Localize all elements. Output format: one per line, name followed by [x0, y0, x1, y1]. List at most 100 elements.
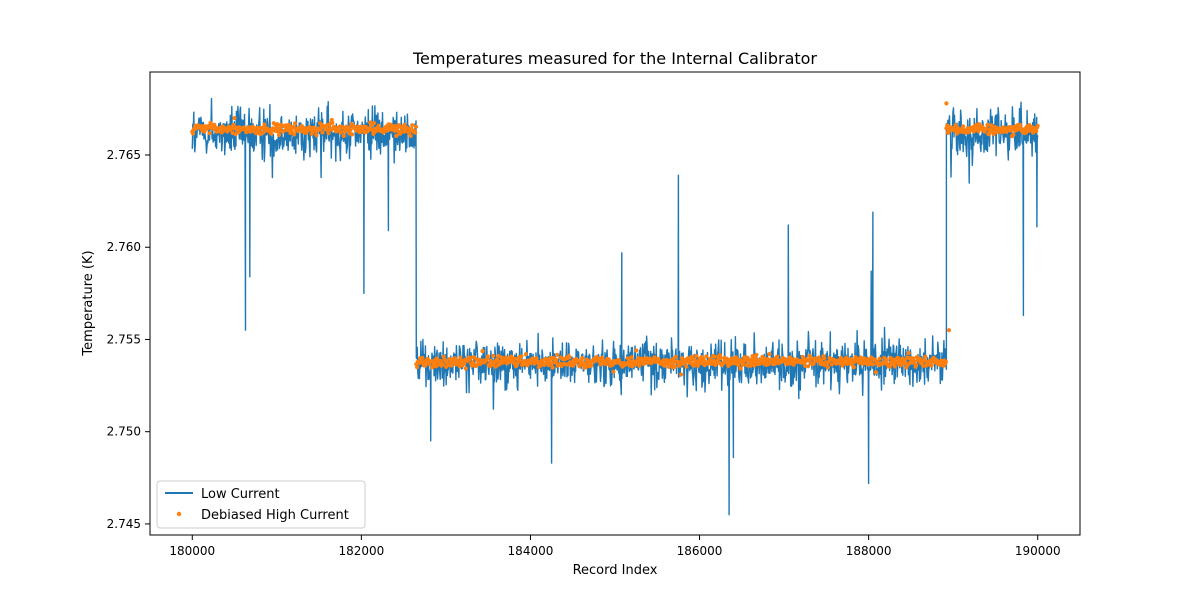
high-current-point [754, 352, 759, 357]
high-current-point [413, 124, 419, 129]
high-current-point [398, 129, 403, 135]
x-tick-label: 186000 [677, 544, 723, 558]
high-current-point [907, 355, 912, 361]
high-current-point [906, 351, 911, 356]
high-current-point [356, 124, 361, 129]
high-current-point [292, 121, 298, 126]
high-current-point [679, 372, 684, 377]
x-axis: 180000 182000 184000 186000 188000 190000 [169, 535, 1061, 558]
high-current-point [438, 359, 443, 364]
high-current-point [767, 352, 772, 357]
high-current-point [281, 128, 286, 134]
high-current-point [567, 355, 572, 360]
high-current-point [718, 356, 723, 361]
high-current-point [877, 356, 882, 361]
high-current-point [404, 125, 409, 130]
x-tick-label: 188000 [846, 544, 892, 558]
y-tick-label: 2.750 [107, 425, 141, 439]
high-current-point [274, 125, 279, 130]
x-tick-label: 190000 [1015, 544, 1061, 558]
high-current-point [923, 354, 928, 359]
high-current-point [752, 363, 757, 368]
legend-box [156, 480, 366, 529]
high-current-point [943, 359, 949, 364]
high-current-point [884, 358, 889, 363]
high-current-point [673, 354, 678, 359]
high-current-point [458, 355, 463, 360]
high-current-point [554, 358, 559, 363]
high-current-point [829, 362, 834, 367]
high-current-point [652, 355, 657, 360]
y-tick-label: 2.745 [107, 517, 141, 531]
high-current-point [914, 363, 919, 368]
high-current-point [394, 133, 399, 138]
high-current-point [803, 363, 808, 368]
high-current-point [415, 365, 420, 370]
high-current-point [870, 362, 876, 367]
x-tick-label: 180000 [169, 544, 215, 558]
high-current-point [276, 129, 281, 134]
high-current-point [219, 130, 224, 135]
y-axis: 2.745 2.750 2.755 2.760 2.765 [107, 148, 150, 531]
high-current-point [757, 361, 762, 366]
high-current-point [190, 131, 196, 136]
high-current-point [806, 364, 811, 369]
high-current-point [369, 123, 374, 128]
high-current-point [233, 132, 238, 137]
high-current-point [604, 362, 609, 367]
high-current-point [550, 365, 555, 370]
high-current-point [462, 361, 467, 366]
high-current-point [320, 130, 325, 135]
high-current-point [985, 122, 990, 128]
high-current-point [368, 120, 373, 125]
high-current-point [314, 132, 319, 138]
high-current-point [485, 354, 490, 359]
plot-frame [149, 71, 1081, 536]
high-current-point [453, 356, 458, 361]
y-tick-label: 2.755 [107, 332, 141, 346]
high-current-point [712, 354, 717, 359]
chart-title: Temperatures measured for the Internal C… [412, 49, 817, 68]
high-current-point [750, 354, 755, 359]
high-current-point [463, 366, 468, 371]
high-current-point [694, 353, 699, 358]
high-current-point [873, 370, 879, 375]
high-current-point [423, 363, 428, 368]
high-current-point [269, 131, 274, 136]
high-current-point [480, 349, 485, 354]
high-current-point [491, 353, 496, 358]
high-current-point [984, 126, 989, 131]
high-current-point [733, 361, 738, 366]
high-current-point [410, 123, 415, 128]
high-current-point [207, 131, 212, 136]
high-current-point [519, 354, 524, 359]
high-current-point [704, 354, 709, 359]
high-current-point [450, 360, 455, 365]
high-current-point [953, 123, 958, 128]
high-current-point [341, 133, 346, 139]
high-current-point [921, 363, 926, 368]
high-current-point [513, 356, 518, 361]
high-current-point [291, 125, 296, 130]
high-current-point [677, 363, 682, 368]
high-current-point [961, 124, 966, 129]
high-current-point [1034, 129, 1039, 134]
y-tick-label: 2.760 [107, 240, 141, 254]
high-current-point [634, 348, 639, 353]
high-current-point [637, 363, 642, 368]
y-axis-label: Temperature (K) [81, 250, 96, 356]
high-current-point [534, 356, 539, 361]
high-current-point [372, 120, 377, 126]
x-tick-label: 184000 [508, 544, 554, 558]
high-current-point [262, 122, 267, 127]
legend-dot-marker [176, 511, 182, 517]
high-current-point [350, 132, 355, 137]
high-current-point [456, 359, 461, 364]
high-current-point [825, 365, 831, 370]
high-current-point [911, 356, 916, 361]
high-current-point [726, 363, 731, 368]
high-current-point [929, 363, 934, 368]
high-current-point [774, 354, 780, 359]
high-current-point [440, 362, 445, 367]
